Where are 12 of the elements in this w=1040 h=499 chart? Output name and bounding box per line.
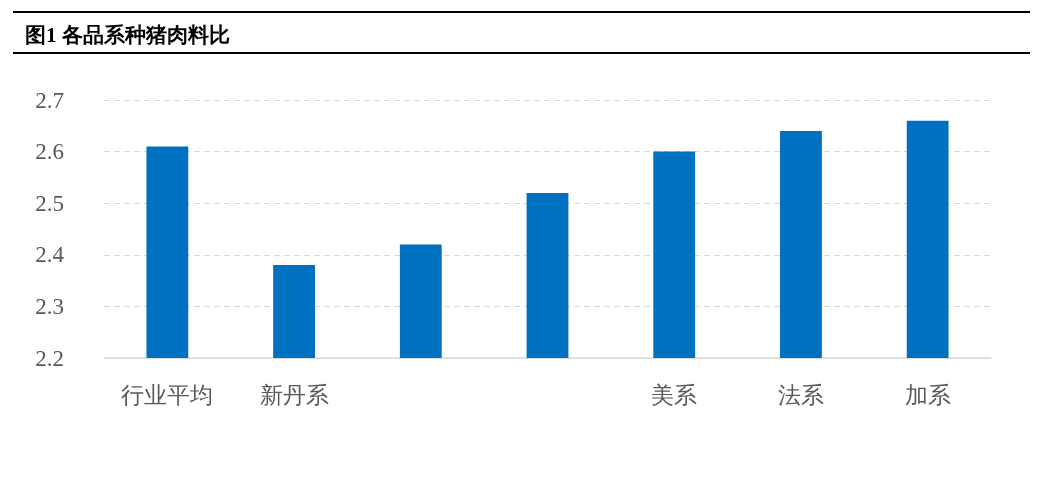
y-tick-label: 2.2 xyxy=(35,345,64,371)
y-tick-label: 2.7 xyxy=(35,87,64,113)
y-tick-label: 2.6 xyxy=(35,139,64,165)
x-tick-label: 美系 xyxy=(651,383,698,408)
chart-title: 图1 各品系种猪肉料比 xyxy=(25,22,230,47)
y-tick-label: 2.3 xyxy=(35,293,64,319)
y-tick-label: 2.4 xyxy=(35,242,65,268)
x-tick-label: 行业平均 xyxy=(121,383,214,408)
x-tick-label: 法系 xyxy=(777,383,824,408)
x-tick-label: 新丹系 xyxy=(259,383,329,408)
y-tick-label: 2.5 xyxy=(35,190,64,216)
x-tick-label: 加系 xyxy=(904,383,951,408)
